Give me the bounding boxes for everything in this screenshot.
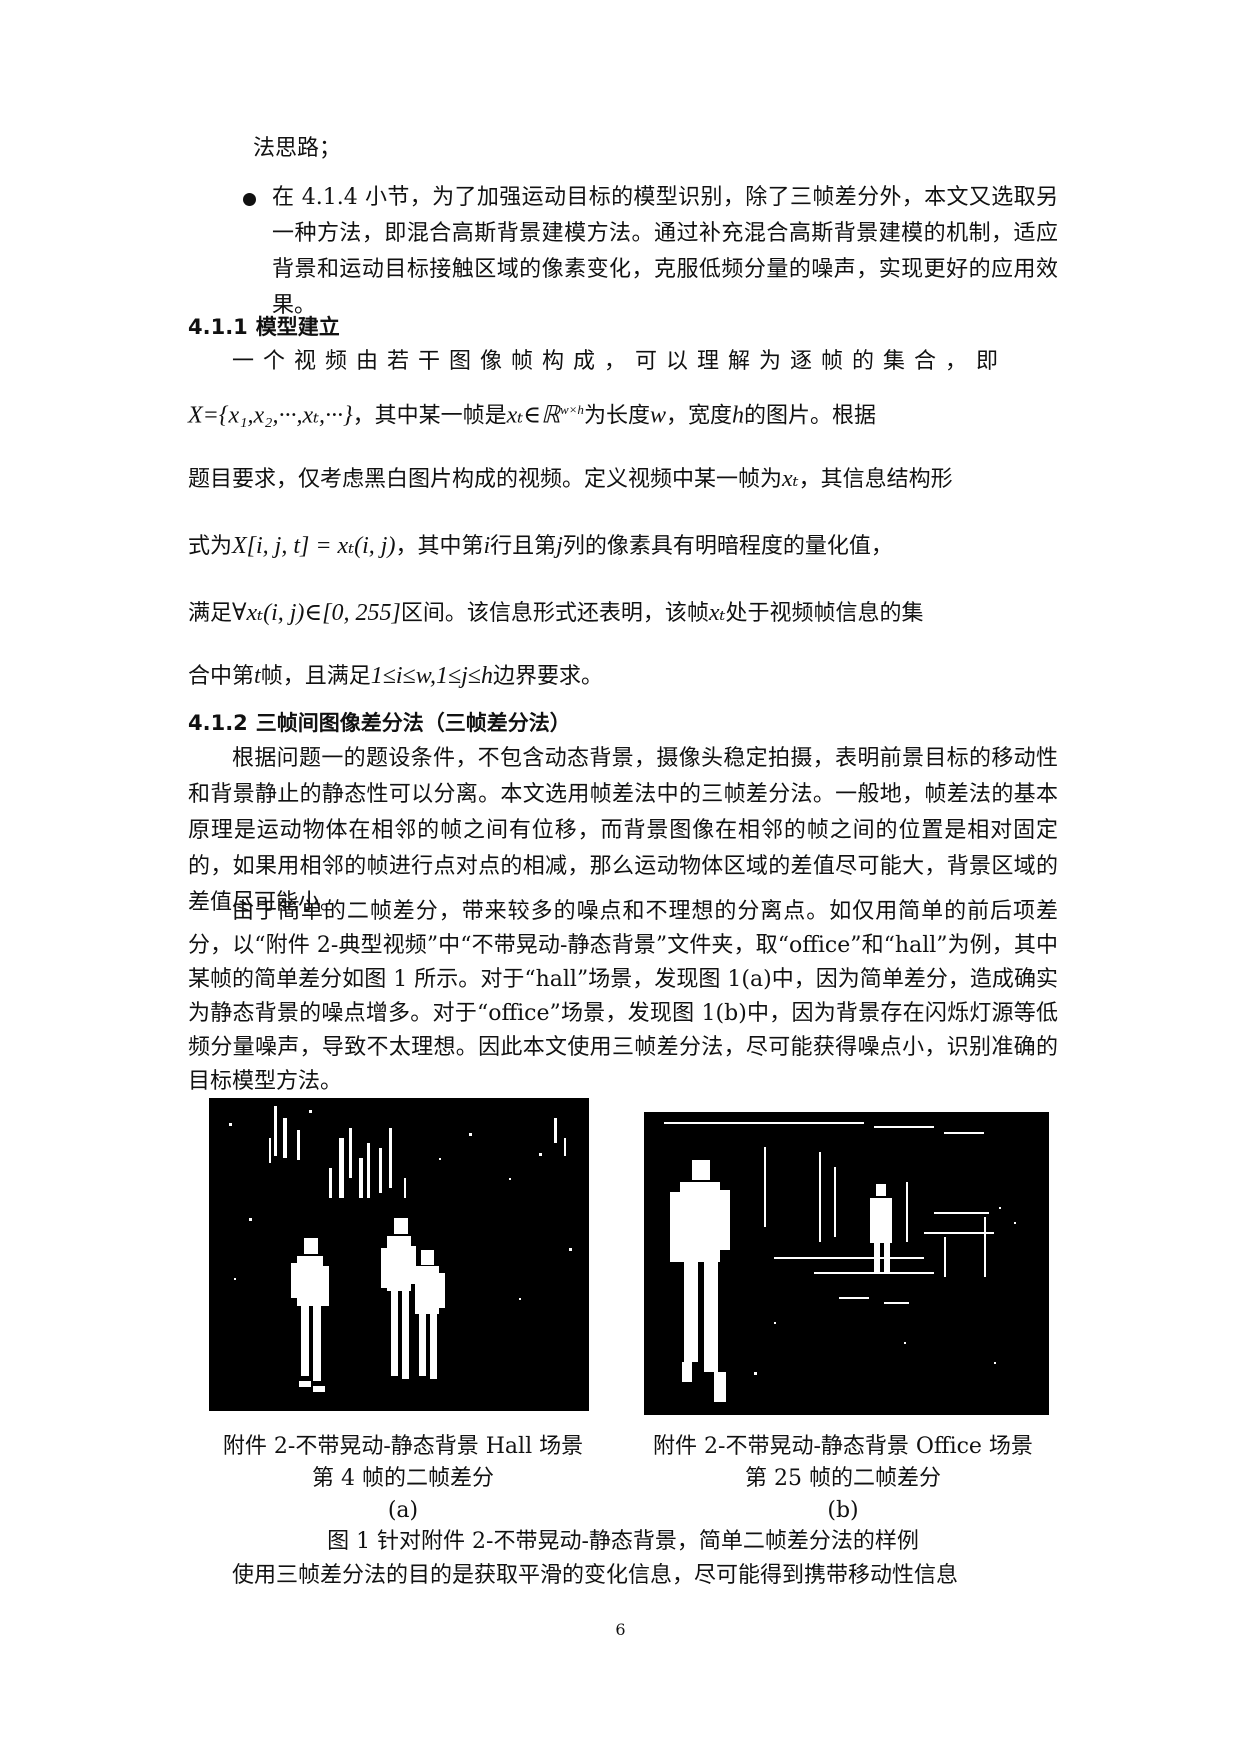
var-xt: xₜ bbox=[782, 466, 799, 492]
text-span: 边界要求。 bbox=[492, 664, 603, 689]
continued-text: 法思路； bbox=[253, 136, 342, 161]
frame-formula: xₜ∈ℝ bbox=[506, 402, 560, 429]
set-formula: X={x₁,x₂,···,xₜ,···} bbox=[188, 402, 353, 429]
page-number: 6 bbox=[615, 1620, 626, 1639]
range-formula: ∀xₜ(i, j)∈[0, 255] bbox=[232, 600, 401, 626]
office-diff-visual bbox=[644, 1112, 1049, 1415]
text-span: ，其中某一帧是 bbox=[352, 403, 507, 429]
text-span: 帧，且满足 bbox=[260, 664, 371, 689]
section-number: 4.1.1 bbox=[188, 315, 248, 339]
figure-caption: 图 1 针对附件 2-不带晃动-静态背景，简单二帧差分法的样例 bbox=[327, 1529, 919, 1554]
figure-a-caption-line-2: 第 4 帧的二帧差分 bbox=[312, 1466, 494, 1491]
bullet-paragraph: 在 4.1.4 小节，为了加强运动目标的模型识别，除了三帧差分外，本文又选取另一… bbox=[272, 185, 1058, 318]
bounds-formula: 1≤i≤w,1≤j≤h bbox=[370, 663, 493, 689]
model-line-2: X={x₁,x₂,···,xₜ,···}，其中某一帧是xₜ∈ℝw×h为长度w，宽… bbox=[188, 390, 1058, 436]
bullet-icon bbox=[243, 193, 256, 206]
text-span: 的图片。根据 bbox=[743, 403, 876, 429]
figure-a-tag: (a) bbox=[387, 1498, 419, 1523]
model-line-5: 满足∀xₜ(i, j)∈[0, 255]区间。该信息形式还表明，该帧xₜ处于视频… bbox=[188, 593, 1058, 634]
text-span: ，宽度 bbox=[665, 403, 732, 429]
figure-office-diff-image bbox=[644, 1112, 1049, 1415]
section-heading-4-1-1: 4.1.1 模型建立 bbox=[188, 312, 340, 342]
model-line-4: 式为X[i, j, t] = xₜ(i, j)，其中第i行且第j列的像素具有明暗… bbox=[188, 526, 1058, 567]
text-span: 处于视频帧信息的集 bbox=[725, 601, 924, 626]
section-title: 模型建立 bbox=[255, 315, 340, 339]
section-title: 三帧间图像差分法（三帧差分法） bbox=[255, 711, 571, 735]
last-line: 使用三帧差分法的目的是获取平滑的变化信息，尽可能得到携带移动性信息 bbox=[232, 1563, 959, 1588]
var-i: i bbox=[483, 533, 491, 559]
figure-b-caption-line-1: 附件 2-不带晃动-静态背景 Office 场景 bbox=[653, 1434, 1033, 1459]
text-span: 满足 bbox=[188, 601, 233, 626]
figure-b-tag: (b) bbox=[827, 1498, 859, 1523]
text-span: 列的像素具有明暗程度的量化值， bbox=[562, 534, 893, 559]
paragraph-principle: 根据问题一的题设条件，不包含动态背景，摄像头稳定拍摄，表明前景目标的移动性和背景… bbox=[188, 746, 1058, 915]
hall-diff-visual bbox=[209, 1098, 589, 1411]
model-line-1: 一个视频由若干图像帧构成，可以理解为逐帧的集合，即 bbox=[232, 349, 1008, 374]
structure-formula: X[i, j, t] = xₜ(i, j) bbox=[232, 533, 396, 559]
text-span: 题目要求，仅考虑黑白图片构成的视频。定义视频中某一帧为 bbox=[188, 467, 783, 492]
figure-hall-diff-image bbox=[209, 1098, 589, 1411]
var-xt: xₜ bbox=[708, 600, 726, 626]
text-span: 区间。该信息形式还表明，该帧 bbox=[400, 601, 709, 626]
var-h: h bbox=[731, 402, 744, 429]
text-span: 式为 bbox=[188, 534, 233, 559]
section-number: 4.1.2 bbox=[188, 711, 248, 735]
var-t: t bbox=[254, 663, 261, 689]
text-span: 为长度 bbox=[583, 403, 650, 429]
text-span: ，其中第 bbox=[395, 534, 484, 559]
dimension-superscript: w×h bbox=[559, 402, 584, 417]
var-j: j bbox=[556, 533, 563, 559]
section-heading-4-1-2: 4.1.2 三帧间图像差分法（三帧差分法） bbox=[188, 708, 571, 738]
model-line-6: 合中第t帧，且满足1≤i≤w,1≤j≤h边界要求。 bbox=[188, 656, 1058, 697]
text-span: ，其信息结构形 bbox=[798, 467, 953, 492]
var-w: w bbox=[649, 402, 666, 429]
figure-a-caption-line-1: 附件 2-不带晃动-静态背景 Hall 场景 bbox=[222, 1434, 584, 1459]
model-line-3: 题目要求，仅考虑黑白图片构成的视频。定义视频中某一帧为xₜ，其信息结构形 bbox=[188, 459, 1058, 500]
paragraph-two-frame: 由于简单的二帧差分，带来较多的噪点和不理想的分离点。如仅用简单的前后项差分，以“… bbox=[188, 899, 1058, 1094]
text-span: 合中第 bbox=[188, 664, 255, 689]
figure-b-caption-line-2: 第 25 帧的二帧差分 bbox=[745, 1466, 941, 1491]
text-span: 行且第 bbox=[490, 534, 557, 559]
